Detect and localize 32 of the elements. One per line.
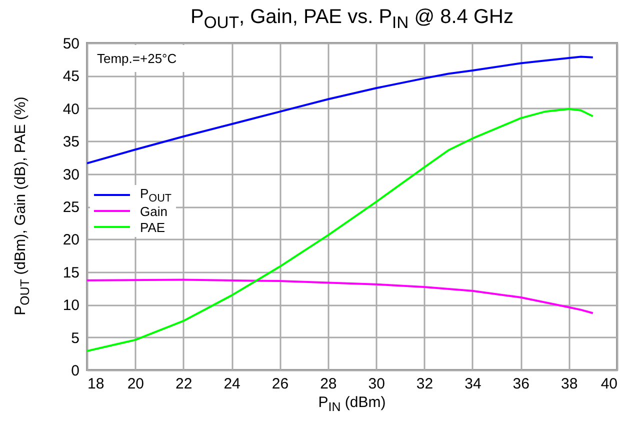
y-tick-label: 10 xyxy=(62,297,80,314)
x-tick-label: 40 xyxy=(600,376,618,392)
legend-label: Gain xyxy=(140,204,168,218)
y-tick-label: 45 xyxy=(62,68,80,86)
y-tick-label: 40 xyxy=(62,100,80,118)
x-tick-label: 26 xyxy=(272,376,289,392)
x-axis-title: P$_{IN}$ (dBm) xyxy=(317,394,387,414)
y-tick-label: 20 xyxy=(62,232,80,249)
y-tick-label: 25 xyxy=(62,199,80,216)
x-tick-label: 20 xyxy=(127,376,144,392)
x-tick-label: 28 xyxy=(320,376,337,392)
x-tick-label: 30 xyxy=(368,376,385,392)
x-tick-label: 18 xyxy=(88,376,104,392)
y-tick-label: 50 xyxy=(62,36,80,52)
y-tick-label: 15 xyxy=(62,264,80,282)
x-tick-label: 36 xyxy=(512,376,530,392)
chart-title: P$_{OUT}$, Gain, PAE vs. P$_{IN}$ @ 8.4 GHz xyxy=(190,6,514,33)
x-tick-label: 38 xyxy=(560,376,578,392)
x-tick-label: 24 xyxy=(224,376,240,392)
x-tick-label: 22 xyxy=(176,376,192,392)
x-tick-label: 34 xyxy=(464,376,482,392)
line-series xyxy=(87,108,594,352)
y-tick-label: 30 xyxy=(62,166,80,184)
line-series xyxy=(87,278,594,314)
legend-label: PAE xyxy=(140,220,166,234)
annotation: Temp.=+25°C xyxy=(89,45,185,72)
y-tick-label: 35 xyxy=(62,134,80,151)
y-tick-label: 0 xyxy=(71,362,80,380)
x-tick-label: 32 xyxy=(416,376,434,392)
y-tick-label: 5 xyxy=(71,330,80,347)
legend-label: P$_{OUT}$ xyxy=(140,186,172,204)
line-series xyxy=(87,56,594,164)
